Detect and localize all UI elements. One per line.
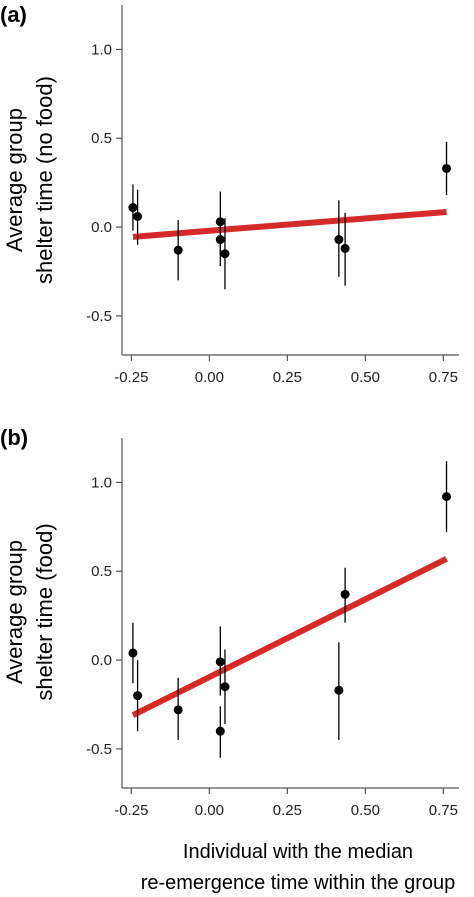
x-tick-label-b: 0.25: [273, 802, 302, 819]
y-axis-label-a-line1: Average group: [2, 108, 27, 252]
panel-b: (b) Average group shelter time (food) 1.…: [0, 425, 459, 819]
y-tick-label-a: 0.0: [91, 219, 112, 236]
x-tick-label-b: 0.00: [195, 802, 224, 819]
data-point-a: [215, 235, 225, 245]
panel-a: (a) Average group shelter time (no food)…: [0, 2, 459, 386]
x-tick-label-a: 0.75: [429, 369, 458, 386]
y-tick-label-b: 0.0: [91, 652, 112, 669]
x-tick-label-b: 0.50: [351, 802, 380, 819]
data-point-b: [334, 685, 344, 695]
y-tick-label-b: 1.0: [91, 474, 112, 491]
data-point-b: [128, 648, 138, 658]
data-point-a: [173, 245, 183, 255]
y-tick-label-b: 0.5: [91, 563, 112, 580]
plot-area-b: 1.0 0.5 0.0 -0.5 -0.25 0.00 0.25 0.50 0.75: [86, 438, 459, 819]
x-tick-label-b: -0.25: [114, 802, 148, 819]
x-tick-label-a: 0.00: [195, 369, 224, 386]
data-point-a: [220, 249, 230, 259]
data-point-a: [133, 211, 143, 221]
x-axis-label-line1: Individual with the median: [183, 841, 413, 863]
plot-area-a: 1.0 0.5 0.0 -0.5 -0.25 0.00 0.25 0.50 0.75: [86, 5, 459, 386]
x-axis-label-line2: re-emergence time within the group: [141, 872, 456, 894]
data-point-a: [442, 163, 452, 173]
panel-label-a: (a): [0, 2, 27, 27]
data-point-b: [215, 657, 225, 667]
y-axis-label-b-line2: shelter time (food): [32, 523, 57, 700]
data-point-a: [340, 243, 350, 253]
y-tick-label-b: -0.5: [86, 741, 112, 758]
panel-label-b: (b): [0, 425, 28, 450]
y-tick-label-a: -0.5: [86, 308, 112, 325]
data-point-a: [334, 235, 344, 245]
regression-line-b: [131, 556, 448, 718]
x-tick-label-a: 0.50: [351, 369, 380, 386]
data-point-b: [340, 589, 350, 599]
y-axis-label-a-line2: shelter time (no food): [32, 76, 57, 284]
data-point-b: [173, 705, 183, 715]
data-point-b: [133, 691, 143, 701]
regression-line-a: [132, 208, 447, 240]
y-tick-label-a: 0.5: [91, 130, 112, 147]
data-point-b: [215, 726, 225, 736]
x-tick-label-a: 0.25: [273, 369, 302, 386]
x-tick-label-a: -0.25: [114, 369, 148, 386]
data-point-b: [220, 682, 230, 692]
y-axis-label-b-line1: Average group: [2, 540, 27, 684]
y-tick-label-a: 1.0: [91, 41, 112, 58]
data-point-b: [442, 492, 452, 502]
x-tick-label-b: 0.75: [429, 802, 458, 819]
data-point-a: [128, 203, 138, 213]
